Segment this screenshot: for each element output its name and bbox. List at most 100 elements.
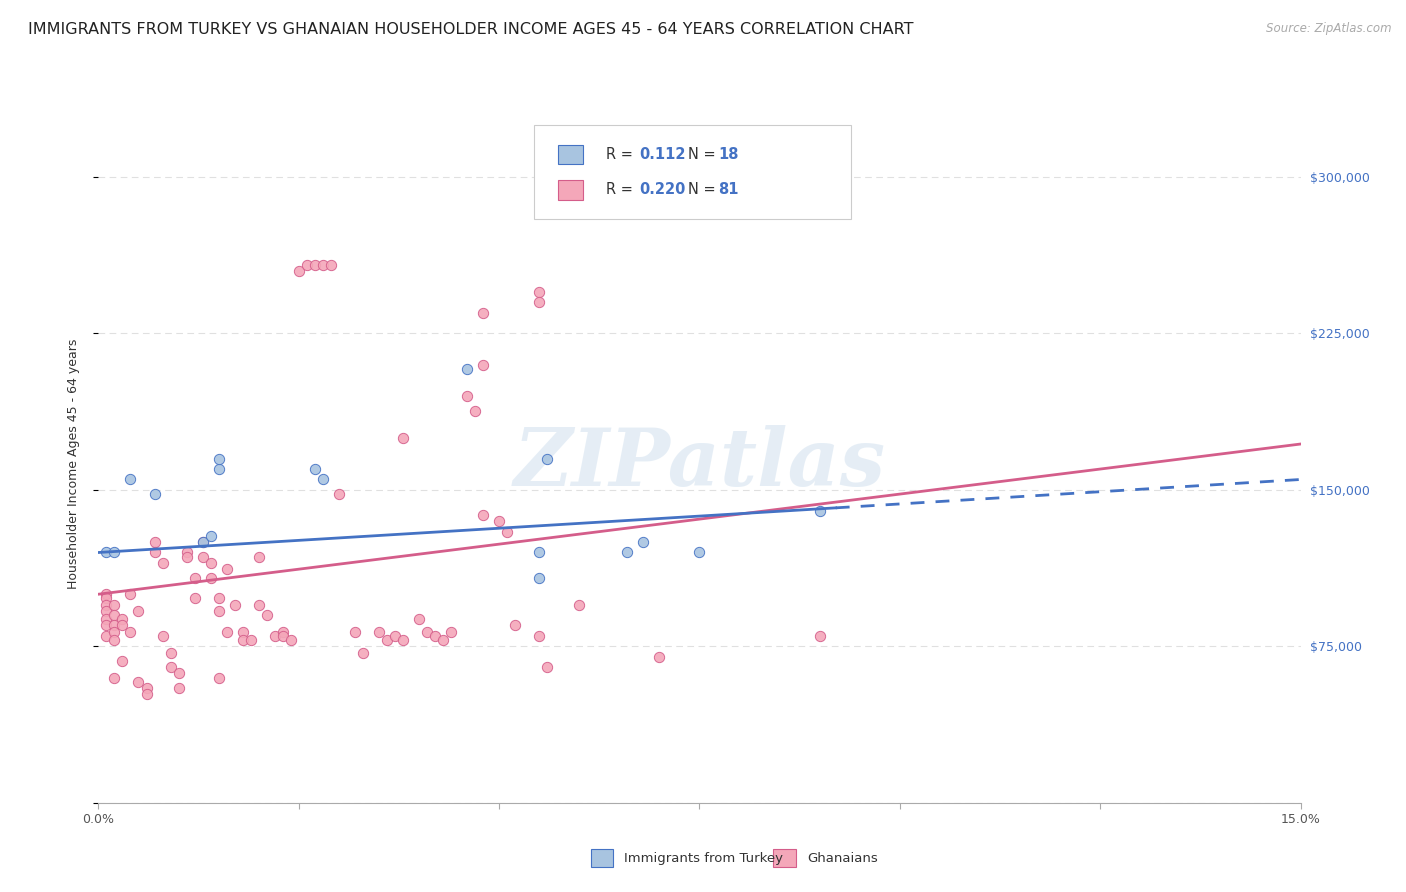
Point: [135, 681, 157, 695]
Point: [432, 633, 454, 648]
Point: [295, 258, 318, 272]
Point: [416, 624, 439, 639]
Point: [200, 556, 222, 570]
Point: [808, 504, 831, 518]
Point: [464, 403, 486, 417]
Point: [352, 646, 374, 660]
Text: N =: N =: [688, 183, 720, 197]
Point: [472, 305, 495, 319]
Point: [143, 535, 166, 549]
Point: [440, 624, 463, 639]
Point: [96, 587, 118, 601]
Point: [392, 431, 415, 445]
Point: [529, 570, 551, 584]
Text: R =: R =: [606, 183, 637, 197]
Point: [312, 473, 335, 487]
Point: [247, 549, 270, 564]
Point: [423, 629, 446, 643]
Point: [529, 545, 551, 559]
Point: [215, 562, 238, 576]
Point: [152, 556, 174, 570]
Text: IMMIGRANTS FROM TURKEY VS GHANAIAN HOUSEHOLDER INCOME AGES 45 - 64 YEARS CORRELA: IMMIGRANTS FROM TURKEY VS GHANAIAN HOUSE…: [28, 22, 914, 37]
Point: [120, 624, 142, 639]
Point: [167, 666, 190, 681]
Text: 0.112: 0.112: [640, 147, 686, 161]
Point: [271, 624, 294, 639]
Point: [135, 687, 157, 701]
Point: [120, 473, 142, 487]
Point: [529, 629, 551, 643]
Point: [689, 545, 711, 559]
Point: [96, 604, 118, 618]
Point: [143, 487, 166, 501]
Point: [343, 624, 366, 639]
Point: [183, 591, 205, 606]
Point: [176, 545, 198, 559]
Point: [111, 612, 134, 626]
Point: [103, 633, 125, 648]
Point: [408, 612, 430, 626]
Point: [232, 633, 254, 648]
Point: [536, 660, 558, 674]
Point: [319, 258, 342, 272]
Point: [120, 587, 142, 601]
Text: N =: N =: [688, 147, 720, 161]
Text: Immigrants from Turkey: Immigrants from Turkey: [624, 852, 783, 864]
Point: [96, 612, 118, 626]
Point: [232, 624, 254, 639]
Point: [456, 389, 478, 403]
Point: [503, 618, 526, 632]
Point: [96, 545, 118, 559]
Point: [96, 629, 118, 643]
Point: [304, 258, 326, 272]
Point: [143, 545, 166, 559]
Text: 18: 18: [718, 147, 740, 161]
Point: [103, 545, 125, 559]
Point: [191, 535, 214, 549]
Point: [616, 545, 638, 559]
Point: [103, 608, 125, 623]
Point: [256, 608, 278, 623]
Point: [96, 598, 118, 612]
Point: [96, 591, 118, 606]
Point: [159, 660, 181, 674]
Point: [472, 358, 495, 372]
Point: [375, 633, 398, 648]
Point: [191, 535, 214, 549]
Point: [271, 629, 294, 643]
Point: [488, 514, 510, 528]
Point: [496, 524, 519, 539]
Point: [103, 671, 125, 685]
Point: [128, 604, 150, 618]
Point: [200, 529, 222, 543]
Text: Source: ZipAtlas.com: Source: ZipAtlas.com: [1267, 22, 1392, 36]
Point: [529, 295, 551, 310]
Point: [96, 618, 118, 632]
Point: [384, 629, 406, 643]
Point: [103, 624, 125, 639]
Text: 0.220: 0.220: [640, 183, 686, 197]
Point: [103, 618, 125, 632]
Point: [103, 598, 125, 612]
Point: [159, 646, 181, 660]
Point: [368, 624, 391, 639]
Point: [312, 258, 335, 272]
Point: [529, 285, 551, 299]
Point: [536, 451, 558, 466]
Point: [200, 570, 222, 584]
Point: [633, 535, 655, 549]
Text: ZIPatlas: ZIPatlas: [513, 425, 886, 502]
Point: [111, 654, 134, 668]
Point: [208, 604, 231, 618]
Y-axis label: Householder Income Ages 45 - 64 years: Householder Income Ages 45 - 64 years: [67, 339, 80, 589]
Point: [568, 598, 591, 612]
Point: [456, 362, 478, 376]
Point: [176, 549, 198, 564]
Point: [472, 508, 495, 522]
Text: 81: 81: [718, 183, 740, 197]
Point: [208, 591, 231, 606]
Point: [247, 598, 270, 612]
Point: [191, 549, 214, 564]
Point: [304, 462, 326, 476]
Text: Ghanaians: Ghanaians: [807, 852, 877, 864]
